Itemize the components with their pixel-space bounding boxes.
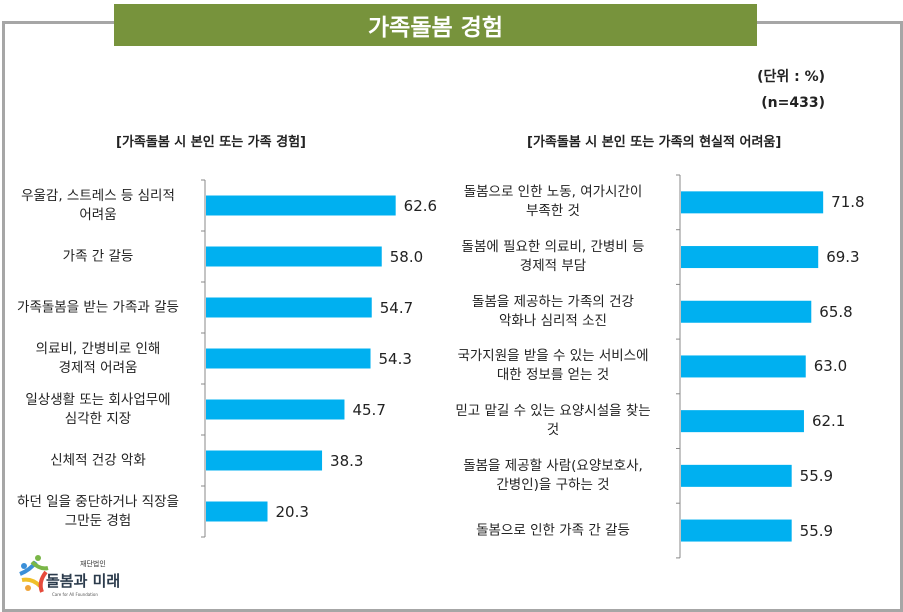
category-label: 국가지원을 받을 수 있는 서비스에 대한 정보를 얻는 것 xyxy=(457,348,649,384)
bar xyxy=(206,450,323,471)
bar xyxy=(681,246,819,269)
bar xyxy=(206,501,268,522)
data-label: 20.3 xyxy=(275,502,309,521)
category-label: 돌봄으로 인한 가족 간 갈등 xyxy=(476,522,630,539)
bar xyxy=(206,246,382,267)
category-label: 돌봄을 제공하는 가족의 건강 악화나 심리적 소진 xyxy=(472,293,634,329)
category-label: 우울감, 스트레스 등 심리적 어려움 xyxy=(21,187,175,223)
sample-note: (n=433) xyxy=(761,95,825,111)
bar xyxy=(681,191,824,214)
data-label: 54.7 xyxy=(379,298,414,317)
data-label: 62.6 xyxy=(403,196,438,215)
data-label: 58.0 xyxy=(389,247,424,266)
data-label: 38.3 xyxy=(330,451,364,470)
foundation-logo: 재단법인 돌봄과 미래 Care for All Foundation xyxy=(19,555,120,597)
bar xyxy=(681,410,804,433)
svg-text:재단법인: 재단법인 xyxy=(80,559,106,568)
right-chart-title: [가족돌봄 시 본인 또는 가족의 현실적 어려움] xyxy=(527,135,782,150)
category-label: 의료비, 간병비로 인해 경제적 어려움 xyxy=(35,340,161,376)
category-label: 돌봄으로 인한 노동, 여가시간이 부족한 것 xyxy=(463,184,643,220)
page-title: 가족돌봄 경험 xyxy=(114,4,757,46)
bar xyxy=(206,297,372,318)
category-label: 신체적 건강 악화 xyxy=(50,452,146,468)
category-label: 가족 간 갈등 xyxy=(62,248,134,264)
data-label: 45.7 xyxy=(352,400,386,419)
bar xyxy=(206,348,371,369)
data-label: 71.8 xyxy=(831,193,865,212)
bar xyxy=(681,519,792,542)
bar xyxy=(206,399,345,420)
category-label: 돌봄에 필요한 의료비, 간병비 등 경제적 부담 xyxy=(461,239,645,275)
bar xyxy=(681,300,812,323)
category-label: 하던 일을 중단하거나 직장을 그만둔 경험 xyxy=(17,493,179,529)
data-label: 69.3 xyxy=(826,248,860,267)
data-label: 55.9 xyxy=(799,521,834,540)
data-label: 55.9 xyxy=(799,466,834,485)
category-label: 일상생활 또는 회사업무에 심각한 지장 xyxy=(25,391,171,427)
data-label: 63.0 xyxy=(813,357,848,376)
data-label: 54.3 xyxy=(378,349,412,368)
category-label: 돌봄을 제공할 사람(요양보호사, 간병인)을 구하는 것 xyxy=(463,457,643,493)
bar xyxy=(681,355,806,378)
bar xyxy=(681,464,792,487)
category-label: 믿고 맡길 수 있는 요양시설을 찾는 것 xyxy=(455,403,651,439)
unit-note: (단위 : %) xyxy=(757,69,825,85)
left-chart-title: [가족돌봄 시 본인 또는 가족 경험] xyxy=(116,135,306,150)
svg-text:Care for All Foundation: Care for All Foundation xyxy=(52,592,98,597)
svg-text:돌봄과 미래: 돌봄과 미래 xyxy=(46,572,120,590)
category-label: 가족돌봄을 받는 가족과 갈등 xyxy=(17,299,179,315)
data-label: 62.1 xyxy=(811,412,846,431)
bar xyxy=(206,195,396,216)
data-label: 65.8 xyxy=(819,302,853,321)
